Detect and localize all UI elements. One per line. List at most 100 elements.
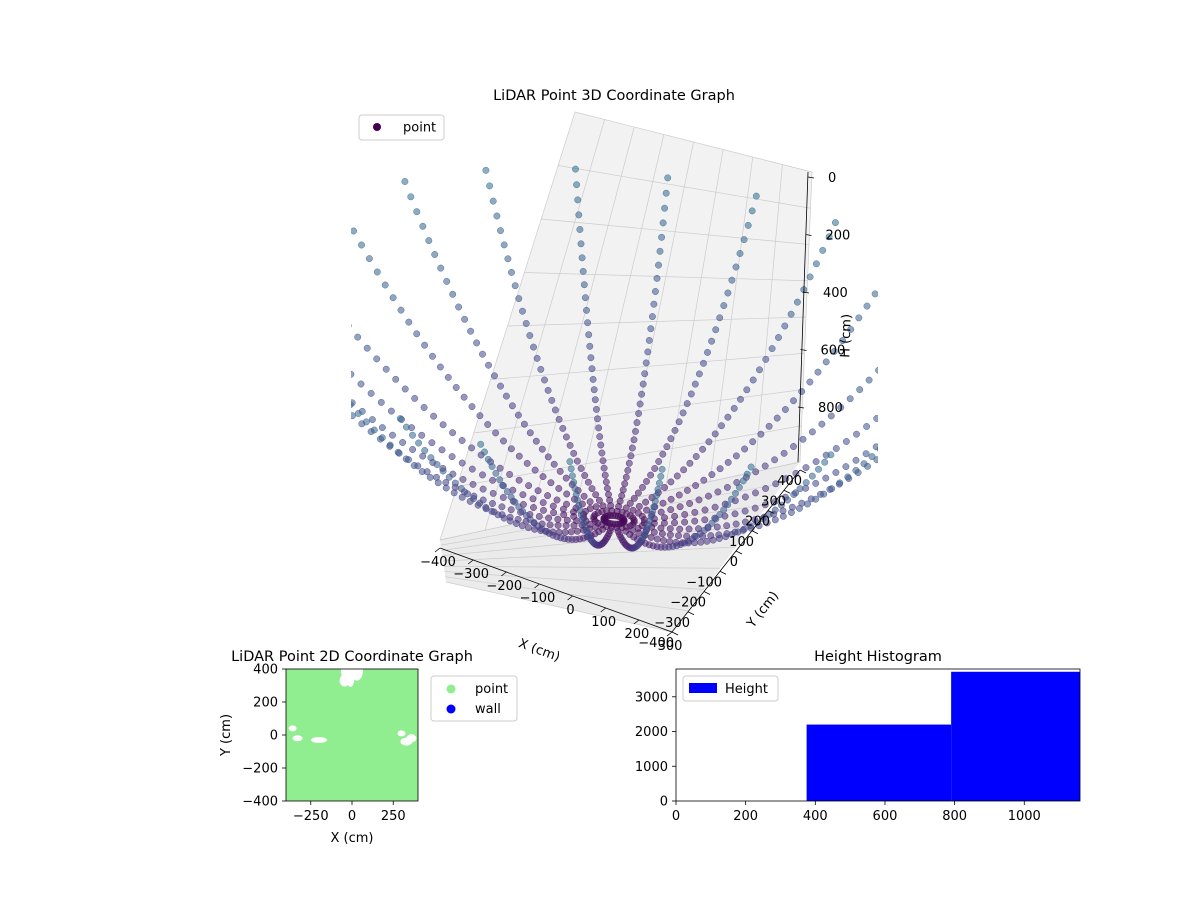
point-marker — [307, 274, 313, 280]
point-marker — [885, 438, 891, 444]
point-marker — [635, 509, 642, 517]
histogram-bar — [806, 724, 952, 801]
point-marker — [279, 330, 285, 336]
point-marker — [592, 503, 600, 511]
point-marker — [827, 451, 835, 459]
point-marker — [596, 433, 604, 441]
point-marker — [749, 376, 757, 384]
y-tick-label: −300 — [654, 616, 690, 631]
point-marker — [772, 480, 780, 488]
point-marker — [535, 512, 543, 520]
point-marker — [407, 193, 415, 201]
point-marker — [709, 536, 717, 544]
legend-point-label: point — [475, 682, 508, 697]
point-marker — [381, 281, 389, 289]
x-tick-label: 800 — [942, 809, 967, 824]
point-marker — [691, 508, 699, 516]
y-tick — [767, 510, 775, 514]
point-marker — [756, 366, 763, 374]
x-tick — [467, 559, 474, 565]
x-tick — [534, 583, 540, 589]
point-marker — [846, 395, 854, 403]
point-marker — [894, 398, 900, 404]
point-marker — [700, 359, 707, 367]
x-tick-label: 0 — [348, 809, 356, 824]
point-marker — [939, 401, 945, 407]
point-marker — [378, 424, 386, 432]
z-tick — [807, 176, 815, 179]
point-marker — [389, 431, 396, 439]
point-marker — [554, 515, 562, 523]
point-marker — [577, 240, 585, 248]
point-marker — [621, 480, 629, 488]
point-marker — [531, 466, 539, 474]
point-marker — [650, 300, 658, 308]
point-marker — [893, 430, 899, 436]
point-marker — [663, 443, 671, 451]
y-tick — [783, 489, 791, 494]
point-marker — [731, 510, 739, 518]
point-marker — [708, 337, 716, 345]
point-marker — [673, 472, 681, 480]
point-marker — [401, 385, 409, 393]
point-marker — [828, 485, 836, 493]
point-marker — [626, 499, 634, 507]
point-marker — [438, 446, 446, 454]
z-tick-label: 0 — [828, 171, 836, 186]
point-marker — [660, 519, 668, 527]
point-marker — [876, 446, 878, 452]
point-marker — [836, 479, 844, 487]
point-marker — [457, 485, 465, 493]
point-marker — [724, 458, 732, 466]
point-marker — [712, 326, 720, 334]
legend-height-swatch — [689, 683, 717, 693]
point-marker — [421, 447, 429, 454]
point-marker — [515, 295, 523, 303]
point-marker — [855, 314, 863, 322]
point-marker — [351, 401, 354, 409]
point-marker — [647, 325, 655, 333]
empty-region — [288, 725, 297, 732]
point-marker — [628, 444, 636, 452]
point-marker — [875, 366, 878, 374]
point-marker — [655, 261, 662, 269]
point-marker — [339, 392, 345, 398]
point-marker — [793, 298, 801, 306]
gridline — [443, 565, 721, 569]
point-marker — [700, 476, 708, 484]
point-marker — [642, 359, 650, 367]
point-marker — [790, 443, 797, 450]
legend-point-label: point — [403, 121, 436, 136]
point-marker — [667, 478, 675, 486]
histogram-bar — [951, 671, 1080, 801]
x-tick — [501, 571, 507, 577]
point-marker — [468, 444, 476, 452]
gridline — [709, 156, 754, 482]
point-marker — [913, 413, 919, 419]
point-marker — [504, 255, 512, 263]
point-marker — [464, 490, 471, 498]
point-marker — [411, 394, 419, 402]
point-marker — [667, 506, 675, 514]
legend-frame — [682, 675, 779, 702]
y-tick-label: 2000 — [635, 725, 668, 740]
point-marker — [883, 436, 889, 442]
point-marker — [651, 497, 659, 505]
x-tick-label: 300 — [658, 639, 683, 654]
point-marker — [704, 348, 711, 356]
point-marker — [825, 233, 833, 241]
point-marker — [852, 456, 860, 464]
point-marker — [723, 522, 731, 530]
point-marker — [686, 500, 694, 507]
point-marker — [863, 423, 871, 430]
point-marker — [714, 488, 722, 496]
point-marker — [526, 332, 534, 339]
point-marker — [507, 506, 515, 514]
point-marker — [635, 502, 643, 510]
point-marker — [651, 465, 659, 472]
point-marker — [697, 538, 705, 546]
point-marker — [737, 395, 744, 403]
point-marker — [532, 437, 540, 445]
point-marker — [538, 445, 546, 453]
point-marker — [541, 376, 548, 384]
